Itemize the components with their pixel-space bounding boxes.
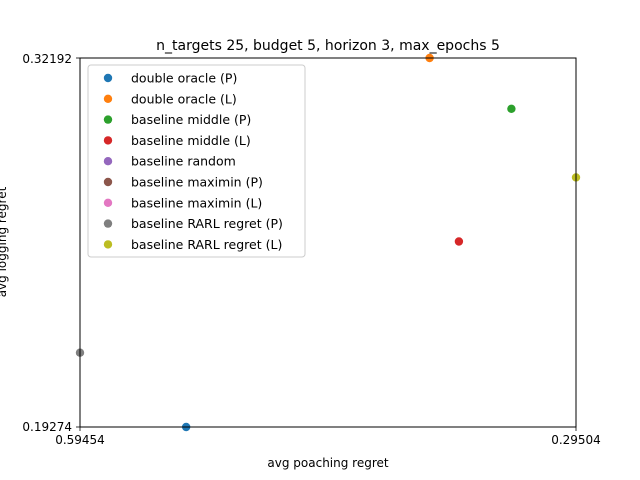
x-tick-label-1: 0.29504 [551,433,601,447]
legend-marker-4 [103,157,113,166]
legend-label-0: double oracle (P) [131,71,237,86]
chart-title: n_targets 25, budget 5, horizon 3, max_e… [156,38,500,54]
legend-marker-5 [103,177,113,187]
legend-label-3: baseline middle (L) [131,133,251,148]
legend-label-8: baseline RARL regret (L) [131,237,282,252]
legend-marker-7 [103,219,113,228]
axes-layer: 0.59454 0.29504 0.19274 0.32192 avg poac… [0,52,601,470]
data-point-series-3-0 [454,237,464,246]
legend-marker-6 [103,198,113,207]
y-tick-label-1: 0.32192 [22,52,72,66]
legend-marker-8 [103,240,113,249]
legend-label-6: baseline maximin (L) [131,195,262,210]
legend-label-7: baseline RARL regret (P) [131,216,283,231]
data-point-series-2-0 [507,104,516,113]
legend-label-1: double oracle (L) [131,91,237,106]
y-tick-label-0: 0.19274 [22,420,72,434]
x-tick-label-0: 0.59454 [55,433,105,447]
plot-frame [79,57,577,428]
legend-marker-3 [103,136,113,145]
legend: double oracle (P) double oracle (L) baseli… [87,64,306,258]
legend-marker-1 [103,94,113,104]
legend-label-2: baseline middle (P) [131,112,251,127]
y-axis-label: avg logging regret [0,186,9,297]
legend-items: double oracle (P) double oracle (L) baseli… [103,71,283,252]
legend-box [87,64,306,258]
legend-marker-0 [103,73,113,83]
x-axis-label: avg poaching regret [267,456,388,470]
legend-label-5: baseline maximin (P) [131,175,263,190]
legend-marker-2 [103,115,113,124]
legend-label-4: baseline random [131,154,236,169]
